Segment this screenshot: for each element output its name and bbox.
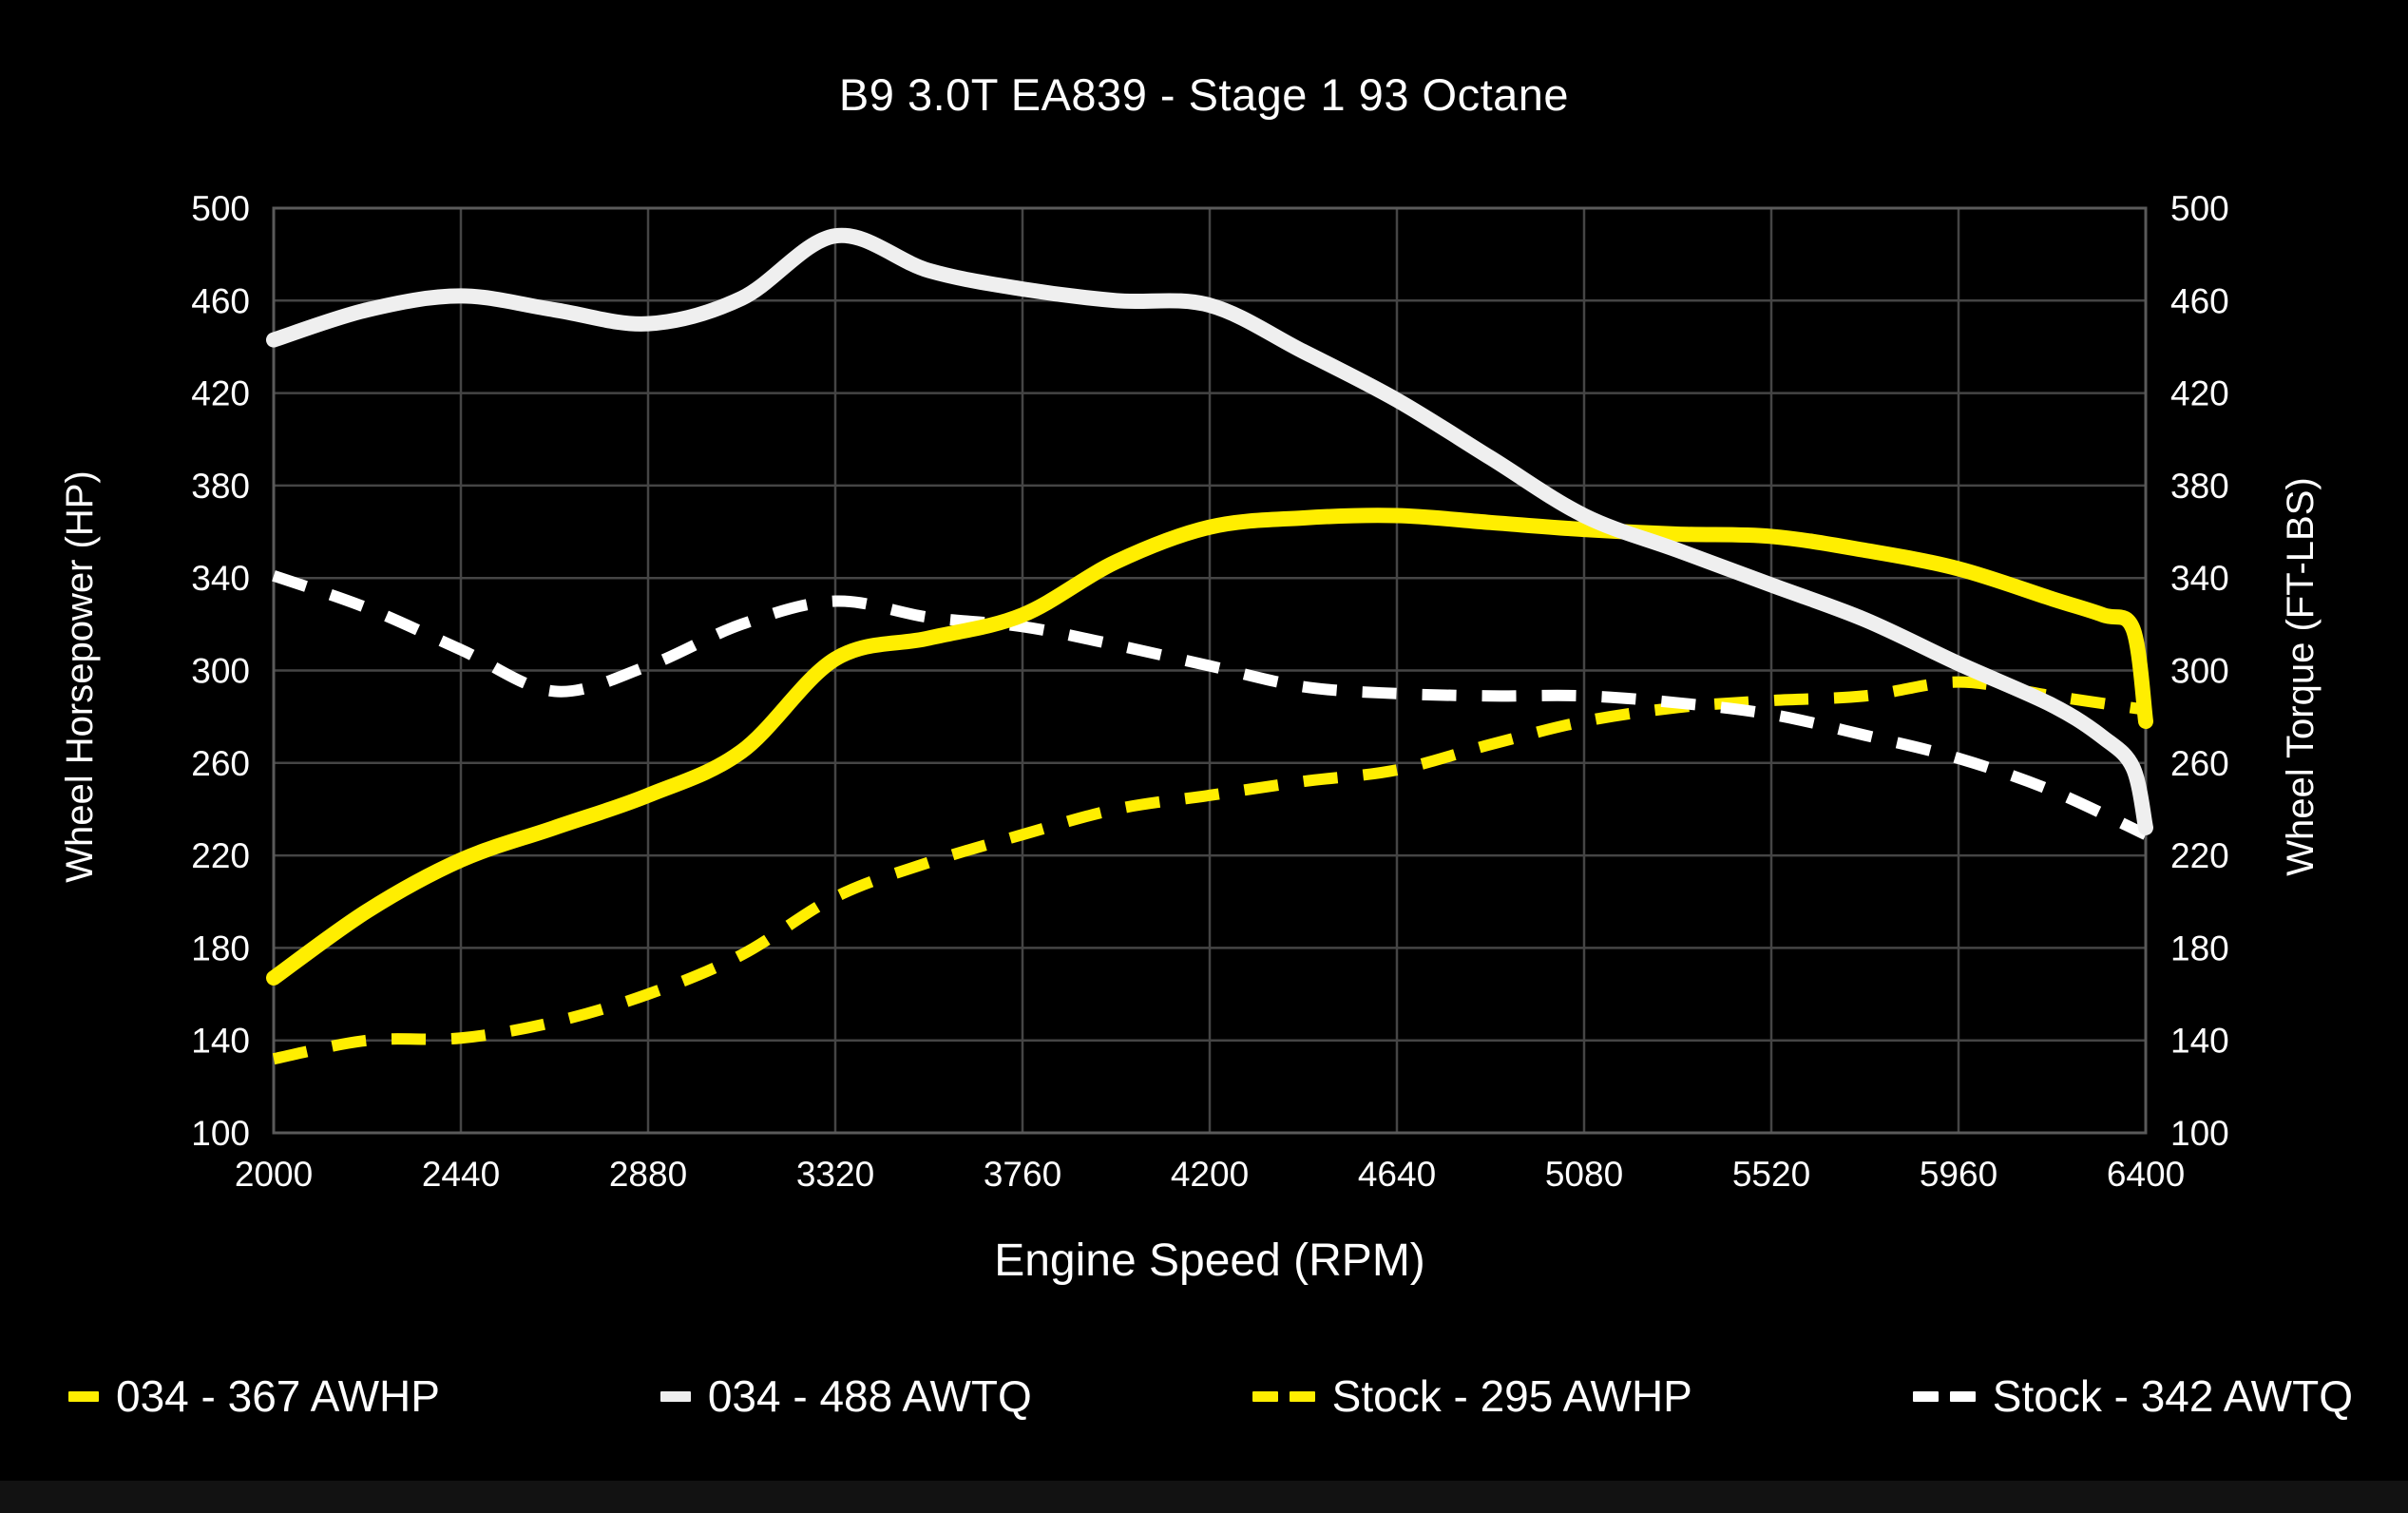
legend-dash bbox=[1912, 1390, 1939, 1402]
legend-dash bbox=[1252, 1390, 1278, 1402]
x-tick-label: 5520 bbox=[1732, 1155, 1810, 1194]
legend-dash bbox=[68, 1390, 99, 1402]
x-tick-label: 5960 bbox=[1920, 1155, 1997, 1194]
x-tick-label: 4640 bbox=[1358, 1155, 1436, 1194]
legend-label: Stock - 342 AWTQ bbox=[1992, 1371, 2353, 1421]
x-tick-label: 2000 bbox=[235, 1155, 313, 1194]
dashed-line-swatch-icon bbox=[1912, 1390, 1976, 1402]
y-tick-label-right: 380 bbox=[2170, 467, 2229, 506]
x-tick-label: 4200 bbox=[1171, 1155, 1249, 1194]
y-tick-label-left: 260 bbox=[191, 744, 250, 783]
y-tick-label-right: 260 bbox=[2170, 744, 2229, 783]
y-tick-label-left: 180 bbox=[191, 929, 250, 967]
y-tick-label-right: 100 bbox=[2170, 1114, 2229, 1153]
bottom-strip bbox=[0, 1481, 2408, 1513]
y-tick-label-left: 420 bbox=[191, 374, 250, 413]
x-tick-label: 2440 bbox=[422, 1155, 500, 1194]
legend-dash bbox=[659, 1390, 691, 1402]
series-line-034-488-awtq bbox=[266, 227, 2153, 835]
y-tick-label-right: 340 bbox=[2170, 559, 2229, 598]
legend-label: 034 - 488 AWTQ bbox=[707, 1371, 1032, 1421]
series-line-stock-342-awtq bbox=[272, 570, 2149, 840]
solid-line-swatch-icon bbox=[659, 1390, 691, 1402]
series-line-stock-295-awhp bbox=[272, 676, 2147, 1065]
x-tick-label: 5080 bbox=[1545, 1155, 1623, 1194]
y-tick-label-right: 420 bbox=[2170, 374, 2229, 413]
legend-dash bbox=[1289, 1390, 1315, 1402]
y-tick-label-right: 300 bbox=[2170, 652, 2229, 691]
y-tick-label-left: 220 bbox=[191, 836, 250, 875]
y-tick-label-right: 180 bbox=[2170, 929, 2229, 967]
x-tick-label: 2880 bbox=[609, 1155, 687, 1194]
y-tick-label-right: 500 bbox=[2170, 189, 2229, 228]
y-tick-label-left: 380 bbox=[191, 467, 250, 506]
x-axis-label: Engine Speed (RPM) bbox=[994, 1235, 1425, 1286]
series-line-034-367-awhp bbox=[266, 508, 2153, 986]
y-tick-label-left: 460 bbox=[191, 281, 250, 320]
y-tick-label-left: 100 bbox=[191, 1114, 250, 1153]
legend-item: Stock - 295 AWHP bbox=[1252, 1370, 1692, 1422]
legend-item: Stock - 342 AWTQ bbox=[1912, 1370, 2353, 1422]
y-tick-label-right: 460 bbox=[2170, 281, 2229, 320]
x-tick-label: 6400 bbox=[2107, 1155, 2185, 1194]
legend-dash bbox=[1949, 1390, 1976, 1402]
x-tick-label: 3760 bbox=[984, 1155, 1061, 1194]
legend: 034 - 367 AWHP 034 - 488 AWTQ Stock - 295 … bbox=[68, 1353, 2353, 1439]
legend-label: 034 - 367 AWHP bbox=[116, 1371, 440, 1421]
y-tick-label-right: 220 bbox=[2170, 836, 2229, 875]
dashed-line-swatch-icon bbox=[1252, 1390, 1315, 1402]
legend-item: 034 - 367 AWHP bbox=[68, 1370, 440, 1422]
y-tick-label-left: 340 bbox=[191, 559, 250, 598]
y-tick-label-left: 500 bbox=[191, 189, 250, 228]
y-axis-label-left: Wheel Horsepower (HP) bbox=[59, 470, 101, 882]
solid-line-swatch-icon bbox=[68, 1390, 99, 1402]
x-tick-label: 3320 bbox=[796, 1155, 874, 1194]
y-tick-label-right: 140 bbox=[2170, 1022, 2229, 1061]
y-tick-label-left: 140 bbox=[191, 1022, 250, 1061]
legend-item: 034 - 488 AWTQ bbox=[659, 1370, 1032, 1422]
y-tick-label-left: 300 bbox=[191, 652, 250, 691]
legend-label: Stock - 295 AWHP bbox=[1331, 1371, 1692, 1421]
y-axis-label-right: Wheel Torque (FT-LBS) bbox=[2280, 477, 2322, 875]
chart-title: B9 3.0T EA839 - Stage 1 93 Octane bbox=[838, 69, 1570, 120]
